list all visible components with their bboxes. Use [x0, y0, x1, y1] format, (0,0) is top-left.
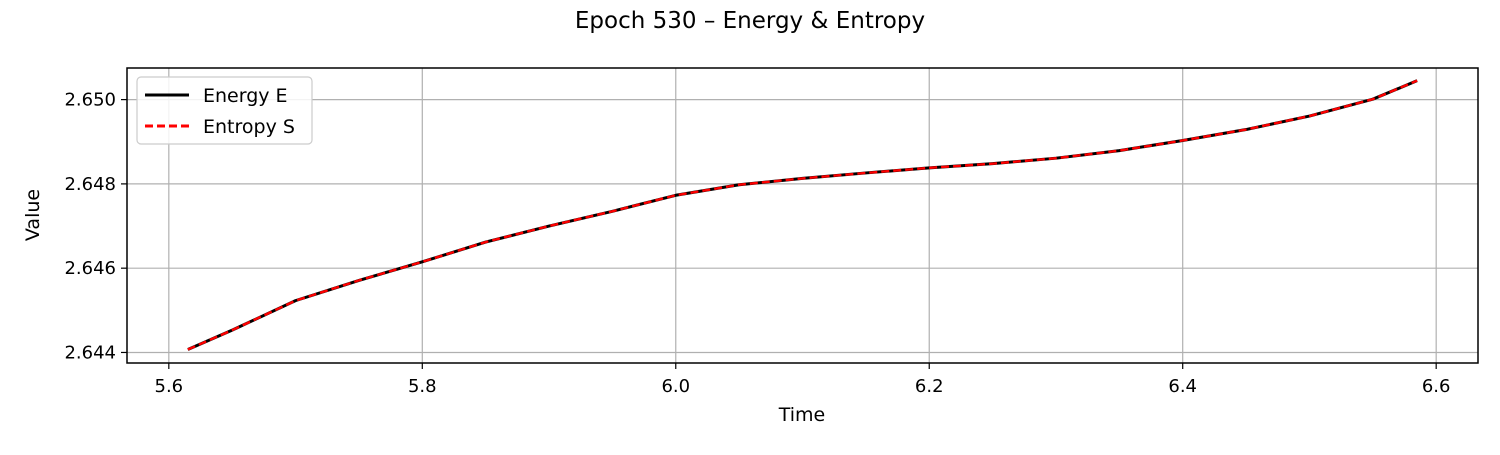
x-tick-label: 5.6: [155, 376, 184, 397]
y-tick-label: 2.644: [64, 342, 116, 363]
x-tick-label: 5.8: [408, 376, 437, 397]
series-line-energy-e: [187, 79, 1418, 351]
x-tick-label: 6.6: [1422, 376, 1451, 397]
series-line-entropy-s: [187, 79, 1418, 351]
y-tick-label: 2.648: [64, 174, 116, 195]
legend: Energy E Entropy S: [136, 76, 313, 145]
axis-ticks: 5.6 5.8 6.0 6.2 6.4 6.6 2.644 2.646 2.648 2.650: [64, 90, 1450, 397]
legend-label: Energy E: [203, 85, 288, 107]
y-axis-label: Value: [22, 189, 44, 241]
x-tick-label: 6.2: [915, 376, 944, 397]
legend-label: Entropy S: [203, 116, 295, 138]
x-tick-label: 6.0: [661, 376, 690, 397]
y-tick-label: 2.646: [64, 258, 116, 279]
x-tick-label: 6.4: [1168, 376, 1197, 397]
plot-frame: [126, 67, 1479, 364]
x-axis-label: Time: [778, 404, 826, 426]
series-lines: [187, 79, 1418, 351]
grid: [127, 68, 1478, 363]
chart-title: Epoch 530 – Energy & Entropy: [575, 8, 925, 34]
y-tick-label: 2.650: [64, 90, 116, 111]
